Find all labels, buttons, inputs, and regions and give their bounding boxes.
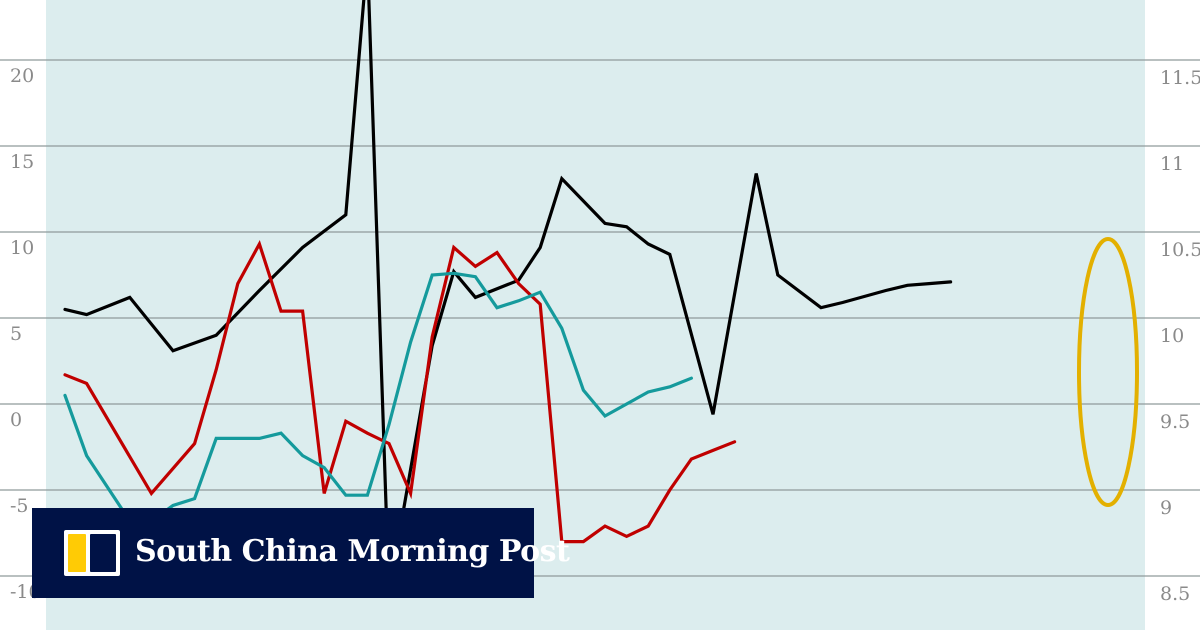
right-tick-label: 11.5 (1160, 67, 1200, 89)
scmp-logo-icon (64, 530, 120, 576)
left-tick-label: 10 (10, 237, 34, 259)
series-line-0 (63, 0, 953, 594)
series-line-1 (63, 239, 737, 544)
series-line-2 (63, 271, 693, 523)
left-tick-label: 20 (10, 65, 34, 87)
right-tick-label: 10.5 (1160, 239, 1200, 261)
right-tick-label: 11 (1160, 153, 1184, 175)
left-tick-label: 15 (10, 151, 34, 173)
scmp-logo: South China Morning Post (32, 508, 570, 598)
right-tick-label: 10 (1160, 325, 1184, 347)
left-tick-label: 5 (10, 323, 22, 345)
left-tick-label: -5 (10, 495, 29, 517)
highlight-ellipse (1077, 237, 1139, 507)
right-tick-label: 8.5 (1160, 583, 1190, 605)
right-tick-label: 9.5 (1160, 411, 1190, 433)
right-tick-label: 9 (1160, 497, 1172, 519)
logo-text: South China Morning Post (135, 534, 570, 569)
left-tick-label: 0 (10, 409, 22, 431)
